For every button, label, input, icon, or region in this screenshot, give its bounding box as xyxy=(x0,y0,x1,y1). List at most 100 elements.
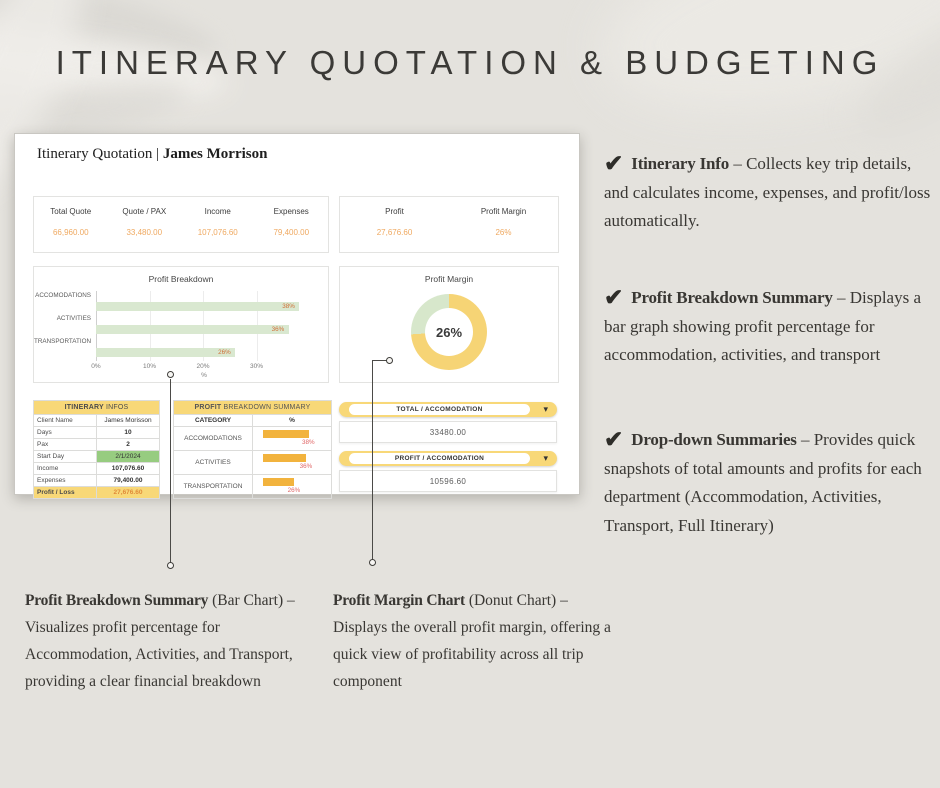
breakdown-percent: 36% xyxy=(299,463,313,470)
client-name: James Morrison xyxy=(162,146,268,162)
breakdown-row-accomodations: ACCOMODATIONS 38% xyxy=(173,426,332,451)
bullet-body: – Provides quick snapshots of total amou… xyxy=(604,430,922,535)
info-row-start-day: Start Day 2/1/2024 xyxy=(33,450,160,463)
bar-chart-title: Profit Breakdown xyxy=(148,274,214,284)
stat-label: Quote / PAX xyxy=(122,207,167,216)
bar-transportation xyxy=(96,348,236,357)
connector-dot xyxy=(369,559,376,566)
breakdown-row-activities: ACTIVITIES 36% xyxy=(173,450,332,475)
callout-connector-line xyxy=(170,379,171,566)
page-title: ITINERARY QUOTATION & BUDGETING xyxy=(55,44,885,81)
bullet-body: – Collects key trip details, and calcula… xyxy=(604,154,931,230)
bar-category-label: ACTIVITIES xyxy=(56,315,91,322)
bar-value-label: 38% xyxy=(282,303,295,310)
x-axis-label: % xyxy=(201,372,207,379)
profit-margin-chart: Profit Margin 26% xyxy=(339,266,559,383)
stat: Income 107,076.60 xyxy=(181,197,255,252)
chevron-down-icon: ▾ xyxy=(543,404,548,414)
info-value: 10 xyxy=(96,426,160,439)
breakdown-table-header: PROFIT BREAKDOWN SUMMARY xyxy=(173,400,332,415)
profit-stat: Profit 27,676.60 xyxy=(340,197,449,252)
callout-connector-line xyxy=(372,360,373,562)
profit-stat-value: 27,676.60 xyxy=(376,228,413,237)
bullet-title: Itinerary Info xyxy=(631,154,730,173)
info-row-days: Days 10 xyxy=(33,426,160,439)
stat-value: 33,480.00 xyxy=(126,228,163,237)
dropdown-total-accomodation[interactable]: TOTAL / ACCOMODATION ▾ xyxy=(339,402,557,417)
x-tick-label: 10% xyxy=(142,363,156,370)
bar-accomodations xyxy=(96,302,300,311)
profit-breakdown-chart: Profit Breakdown 0% 10% 20% 30% ACCOMODATION… xyxy=(33,266,329,383)
info-row-expenses: Expenses 79,400.00 xyxy=(33,474,160,487)
info-label: Expenses xyxy=(33,474,97,487)
callout-title: Profit Margin Chart xyxy=(333,592,465,609)
profit-stats-card: Profit 27,676.60 Profit Margin 26% xyxy=(339,196,559,253)
bar-value-label: 36% xyxy=(271,326,285,333)
connector-dot xyxy=(167,371,174,378)
feature-bullet-itinerary-info: ✔ Itinerary Info – Collects key trip deta… xyxy=(604,150,938,236)
breakdown-row-transportation: TRANSPORTATION 26% xyxy=(173,474,332,499)
info-value: 107,076.60 xyxy=(96,462,160,475)
bar-activities xyxy=(96,325,289,334)
bullet-body: – Displays a bar graph showing profit pe… xyxy=(604,288,921,364)
sheet-title: Itinerary Quotation | James Morrison xyxy=(37,146,267,163)
itinerary-info-table: ITINERARY INFOS Client Name James Morisso… xyxy=(33,400,160,499)
profit-stat-value: 26% xyxy=(495,228,512,237)
bar-chart-callout: Profit Breakdown Summary (Bar Chart) – V… xyxy=(25,587,315,695)
bullet-title: Profit Breakdown Summary xyxy=(631,288,833,307)
info-value: 27,676.60 xyxy=(96,486,160,499)
info-row-client-name: Client Name James Morisson xyxy=(33,414,160,427)
chevron-down-icon: ▾ xyxy=(543,453,548,463)
info-row-profit-loss: Profit / Loss 27,676.60 xyxy=(33,486,160,499)
info-label: Start Day xyxy=(33,450,97,463)
column-header-percent: % xyxy=(252,414,332,427)
dropdown-value: 33480.00 xyxy=(339,421,557,443)
connector-dot xyxy=(386,357,393,364)
info-label: Profit / Loss xyxy=(33,486,97,499)
info-label: Pax xyxy=(33,438,97,451)
checkmark-icon: ✔ xyxy=(604,285,624,310)
stat-value: 107,076.60 xyxy=(197,228,238,237)
breakdown-category: TRANSPORTATION xyxy=(173,474,253,499)
breakdown-percent-cell: 38% xyxy=(252,426,332,451)
donut-chart-callout: Profit Margin Chart (Donut Chart) – Disp… xyxy=(333,587,621,695)
breakdown-percent-cell: 26% xyxy=(252,474,332,499)
callout-body: (Donut Chart) – Displays the overall pro… xyxy=(333,592,611,690)
bar-value-label: 26% xyxy=(218,349,231,356)
dropdown-value: 10596.60 xyxy=(339,470,557,492)
breakdown-percent: 26% xyxy=(287,487,301,494)
info-value: 2/1/2024 xyxy=(96,450,160,463)
dropdown-profit-accomodation[interactable]: PROFIT / ACCOMODATION ▾ xyxy=(339,451,557,466)
info-value: James Morisson xyxy=(96,414,160,427)
callout-title: Profit Breakdown Summary xyxy=(25,592,209,609)
info-value: 2 xyxy=(96,438,160,451)
itinerary-info-header: ITINERARY INFOS xyxy=(33,400,160,415)
callout-connector-line xyxy=(372,360,389,361)
stat-label: Total Quote xyxy=(50,207,92,216)
info-label: Days xyxy=(33,426,97,439)
bullet-title: Drop-down Summaries xyxy=(631,430,797,449)
breakdown-bar xyxy=(263,454,307,462)
breakdown-bar xyxy=(263,430,309,438)
stat: Quote / PAX 33,480.00 xyxy=(108,197,182,252)
quote-stats-card: Total Quote 66,960.00 Quote / PAX 33,480.00… xyxy=(33,196,329,253)
column-header-category: CATEGORY xyxy=(173,414,253,427)
stat-value: 79,400.00 xyxy=(273,228,310,237)
feature-bullet-profit-breakdown: ✔ Profit Breakdown Summary – Displays a b… xyxy=(604,284,938,370)
info-label: Income xyxy=(33,462,97,475)
profit-breakdown-table: PROFIT BREAKDOWN SUMMARY CATEGORY % ACCO… xyxy=(173,400,332,499)
x-tick-label: 0% xyxy=(91,363,101,370)
breakdown-bar xyxy=(263,478,295,486)
stat: Total Quote 66,960.00 xyxy=(34,197,108,252)
dropdown-group: TOTAL / ACCOMODATION ▾ 33480.00 xyxy=(339,402,557,443)
connector-dot xyxy=(167,562,174,569)
breakdown-category: ACCOMODATIONS xyxy=(173,426,253,451)
spreadsheet-screenshot: Itinerary Quotation | James Morrison Tot… xyxy=(14,133,580,499)
x-tick-label: 20% xyxy=(196,363,210,370)
info-label: Client Name xyxy=(33,414,97,427)
sheet-title-prefix: Itinerary Quotation | xyxy=(37,146,163,162)
bar-category-label: TRANSPORTATION xyxy=(34,338,92,345)
breakdown-category: ACTIVITIES xyxy=(173,450,253,475)
info-row-pax: Pax 2 xyxy=(33,438,160,451)
